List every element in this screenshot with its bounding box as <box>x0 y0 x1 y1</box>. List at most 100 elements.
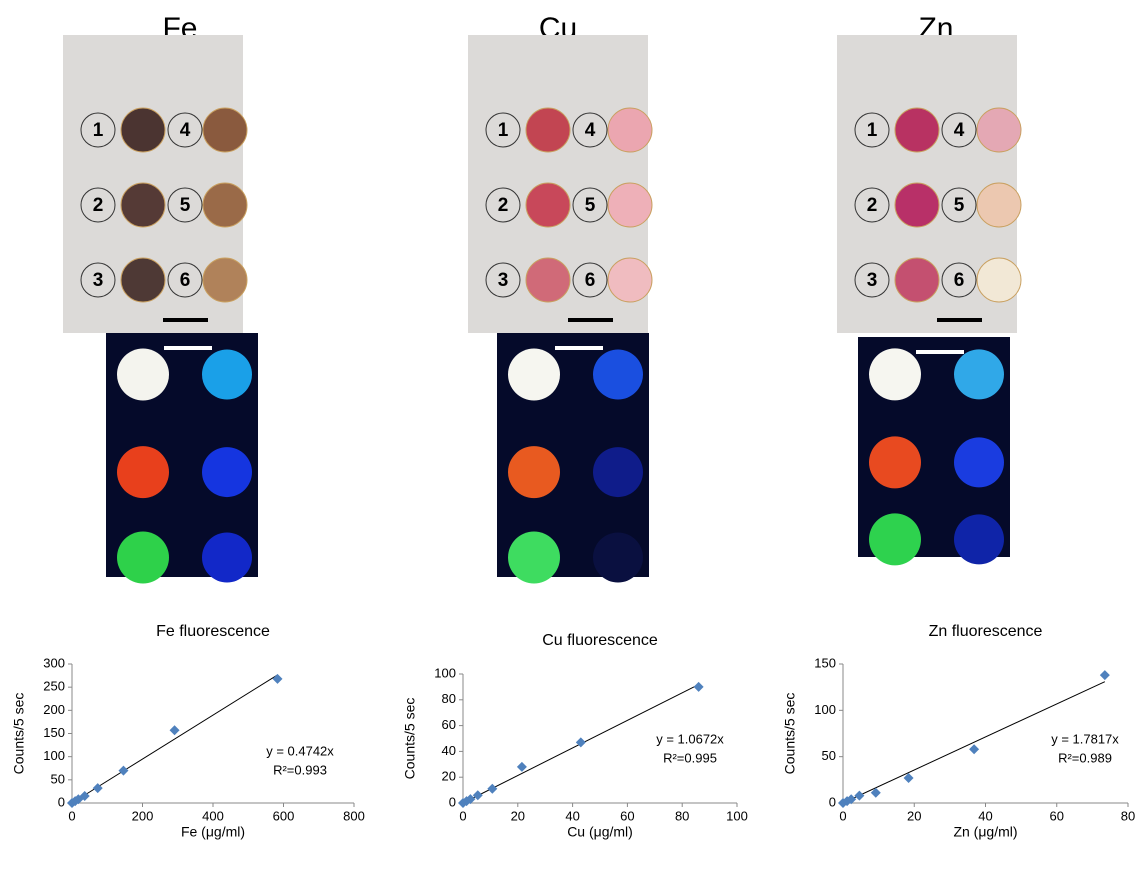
spot-label: 5 <box>180 195 191 216</box>
spot-label: 2 <box>867 195 878 216</box>
x-tick-label: 20 <box>907 808 921 823</box>
spot <box>977 108 1021 152</box>
x-tick-label: 0 <box>68 808 75 823</box>
fluorescence-image <box>106 333 258 583</box>
x-axis-label: Fe (μg/ml) <box>181 824 245 840</box>
fluorescent-spot <box>202 349 252 399</box>
x-tick-label: 80 <box>1121 808 1135 823</box>
spot <box>895 258 939 302</box>
r-squared: R²=0.995 <box>663 750 717 765</box>
photo: 142536 <box>837 35 1021 333</box>
y-tick-label: 80 <box>442 691 456 706</box>
fluorescent-spot <box>117 531 169 583</box>
y-tick-label: 50 <box>822 748 836 763</box>
spot <box>608 183 652 227</box>
fluorescent-spot <box>869 436 921 488</box>
fluorescent-spot <box>202 532 252 582</box>
fluorescent-spot <box>508 531 560 583</box>
spot-label: 3 <box>498 270 509 291</box>
data-point <box>517 762 527 772</box>
spot <box>895 183 939 227</box>
spot-label: 4 <box>954 120 965 141</box>
x-tick-label: 600 <box>273 808 295 823</box>
y-tick-label: 100 <box>434 665 456 680</box>
y-tick-label: 0 <box>449 794 456 809</box>
fluorescent-spot <box>508 446 560 498</box>
fluorescent-spot <box>508 348 560 400</box>
fluorescent-spot <box>869 513 921 565</box>
x-axis-label: Zn (μg/ml) <box>953 824 1017 840</box>
x-tick-label: 400 <box>202 808 224 823</box>
data-point <box>969 744 979 754</box>
chart: Zn fluorescence050100150020406080Zn (μg/… <box>782 623 1136 839</box>
trendline-equation: y = 1.7817x <box>1051 731 1119 746</box>
scale-bar <box>916 350 964 354</box>
spot-label: 3 <box>867 270 878 291</box>
y-tick-label: 100 <box>43 748 65 763</box>
spot-label: 6 <box>585 270 596 291</box>
spot-label: 3 <box>93 270 104 291</box>
y-tick-label: 100 <box>814 702 836 717</box>
scale-bar <box>164 346 212 350</box>
x-tick-label: 40 <box>565 808 579 823</box>
data-point <box>273 674 283 684</box>
spot <box>203 183 247 227</box>
y-tick-label: 40 <box>442 743 456 758</box>
x-tick-label: 60 <box>1050 808 1064 823</box>
spot <box>977 258 1021 302</box>
spot <box>203 258 247 302</box>
fluorescent-spot <box>954 349 1004 399</box>
spot <box>203 108 247 152</box>
spot <box>608 258 652 302</box>
x-tick-label: 200 <box>132 808 154 823</box>
scale-bar <box>568 318 613 322</box>
y-tick-label: 150 <box>814 655 836 670</box>
x-tick-label: 40 <box>978 808 992 823</box>
y-axis-label: Counts/5 sec <box>11 693 27 775</box>
spot-label: 1 <box>498 120 509 141</box>
y-tick-label: 300 <box>43 655 65 670</box>
y-tick-label: 200 <box>43 702 65 717</box>
spot-label: 5 <box>954 195 965 216</box>
fluorescent-spot <box>954 514 1004 564</box>
trendline-equation: y = 1.0672x <box>656 731 724 746</box>
fluorescent-spot <box>202 447 252 497</box>
chart-title: Zn fluorescence <box>929 623 1043 640</box>
data-point <box>487 784 497 794</box>
spot <box>526 258 570 302</box>
fluorescence-image <box>858 337 1010 565</box>
fluorescent-spot <box>593 447 643 497</box>
chart-title: Cu fluorescence <box>542 632 658 649</box>
spot <box>608 108 652 152</box>
spot-label: 2 <box>93 195 104 216</box>
x-axis-label: Cu (μg/ml) <box>567 824 633 840</box>
spot <box>121 183 165 227</box>
x-tick-label: 0 <box>459 808 466 823</box>
x-tick-label: 100 <box>726 808 748 823</box>
y-tick-label: 250 <box>43 679 65 694</box>
spot-label: 5 <box>585 195 596 216</box>
spot-label: 6 <box>180 270 191 291</box>
data-point <box>170 725 180 735</box>
y-tick-label: 150 <box>43 725 65 740</box>
trendline <box>72 675 278 803</box>
page: {"panels": [ {"title": "Fe", "labels": [… <box>0 0 1143 881</box>
spot <box>526 183 570 227</box>
y-axis-label: Counts/5 sec <box>402 698 418 780</box>
fluorescence-image <box>497 333 649 583</box>
y-tick-label: 0 <box>58 794 65 809</box>
spot <box>121 258 165 302</box>
fluorescent-spot <box>593 349 643 399</box>
trendline-equation: y = 0.4742x <box>266 743 334 758</box>
scale-bar <box>163 318 208 322</box>
spot-label: 2 <box>498 195 509 216</box>
data-point <box>118 766 128 776</box>
y-tick-label: 20 <box>442 769 456 784</box>
x-tick-label: 800 <box>343 808 365 823</box>
fluorescent-spot <box>869 348 921 400</box>
spot <box>895 108 939 152</box>
spot <box>121 108 165 152</box>
spot-label: 6 <box>954 270 965 291</box>
